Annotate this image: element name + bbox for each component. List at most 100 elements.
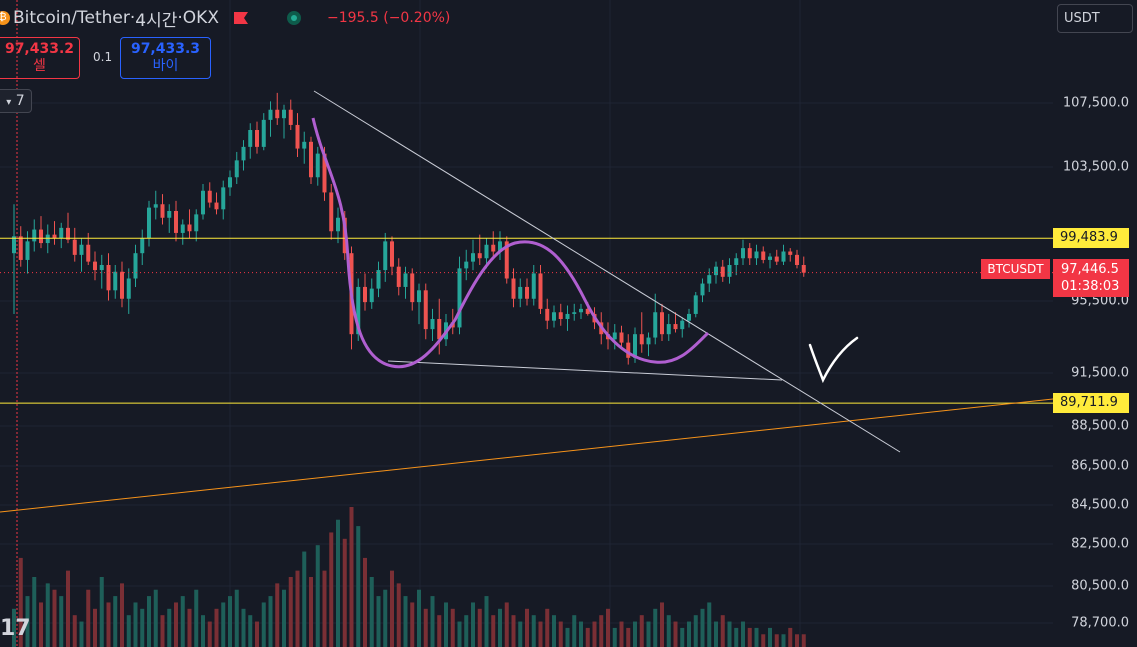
indicator-toggle[interactable]: ▾ 7 xyxy=(0,89,32,113)
exchange-label: OKX xyxy=(182,8,219,28)
candle-body xyxy=(396,266,401,287)
candle-body xyxy=(261,119,266,147)
candle-body xyxy=(52,234,57,238)
volume-bar xyxy=(349,507,354,647)
candle-body xyxy=(558,312,563,319)
candle-body xyxy=(228,177,232,188)
candle-body xyxy=(234,160,239,178)
currency-select[interactable]: USDT xyxy=(1057,4,1133,33)
candle-body xyxy=(565,313,570,319)
volume-bar xyxy=(390,570,394,647)
volume-bar xyxy=(646,621,651,647)
volume-bar xyxy=(282,589,286,647)
volume-bar xyxy=(430,596,435,647)
volume-bar xyxy=(545,608,550,647)
last-price-value: 97,446.5 xyxy=(1061,262,1119,277)
candle-body xyxy=(720,266,725,277)
indicator-count: 7 xyxy=(15,93,25,109)
volume-bar xyxy=(194,589,199,647)
volume-bar xyxy=(52,589,57,647)
currency-value: USDT xyxy=(1064,11,1100,26)
volume-bar xyxy=(39,602,43,647)
volume-bar xyxy=(747,627,752,647)
volume-bars xyxy=(12,507,806,647)
candle-body xyxy=(356,286,361,335)
candle-body xyxy=(639,334,644,345)
price-axis[interactable]: 107,500.0 103,500.0 95,500.0 91,500.0 88,500… xyxy=(1053,0,1137,647)
price-tick-label: 84,500.0 xyxy=(1071,497,1129,513)
volume-bar xyxy=(403,596,408,647)
volume-bar xyxy=(633,621,637,647)
volume-bar xyxy=(221,602,226,647)
candle-body xyxy=(194,214,199,232)
volume-bar xyxy=(160,615,165,647)
price-tick-label: 103,500.0 xyxy=(1062,159,1129,175)
candle-body xyxy=(423,290,428,330)
candle-body xyxy=(153,204,158,208)
volume-bar xyxy=(599,615,604,647)
volume-bar xyxy=(741,621,745,647)
volume-bar xyxy=(585,627,590,647)
volume-bar xyxy=(322,570,327,647)
volume-bar xyxy=(241,608,246,647)
tradingview-logo[interactable]: 17 xyxy=(0,616,31,641)
volume-bar xyxy=(774,634,779,647)
price-change: −195.5 (−0.20%) xyxy=(326,10,451,26)
candle-body xyxy=(646,337,651,345)
buy-button[interactable]: 97,433.3 바이 xyxy=(120,37,211,79)
candle-body xyxy=(12,236,16,254)
volume-bar xyxy=(680,627,685,647)
level-price-label: 99,483.9 xyxy=(1053,228,1129,249)
volume-bar xyxy=(592,621,597,647)
candle-body xyxy=(673,324,678,330)
candle-body xyxy=(477,253,482,259)
volume-bar xyxy=(363,557,367,647)
candle-body xyxy=(626,342,631,358)
candle-body xyxy=(147,207,151,238)
volume-bar xyxy=(477,608,482,647)
candle-body xyxy=(707,275,712,284)
volume-bar xyxy=(396,583,401,647)
check-mark xyxy=(808,336,859,384)
volume-bar xyxy=(66,570,70,647)
volume-bar xyxy=(275,583,280,647)
volume-bar xyxy=(565,627,570,647)
candle-body xyxy=(275,109,280,119)
timeframe-label[interactable]: 4시간 xyxy=(135,10,178,31)
flag-icon[interactable] xyxy=(233,11,249,25)
candle-body xyxy=(214,202,219,210)
volume-bar xyxy=(693,615,698,647)
candle-body xyxy=(59,227,64,238)
volume-bar xyxy=(288,577,293,647)
volume-bar xyxy=(498,608,502,647)
candle-body xyxy=(464,261,469,269)
volume-bar xyxy=(687,621,691,647)
volume-bar xyxy=(531,615,536,647)
volume-bar xyxy=(106,602,111,647)
candle-body xyxy=(93,261,97,271)
volume-bar xyxy=(342,538,347,647)
volume-bar xyxy=(552,615,556,647)
candle-body xyxy=(99,265,104,271)
volume-bar xyxy=(228,596,232,647)
candlestick-chart[interactable] xyxy=(0,0,1053,647)
candle-body xyxy=(72,239,77,255)
chart-area[interactable] xyxy=(0,0,1053,647)
candle-body xyxy=(390,241,394,267)
price-tick-label: 78,700.0 xyxy=(1071,615,1129,631)
candle-body xyxy=(106,265,111,291)
candle-body xyxy=(437,319,442,340)
volume-bar xyxy=(329,532,334,647)
sell-button[interactable]: 97,433.2 셀 xyxy=(0,37,80,79)
spread-value: 0.1 xyxy=(93,50,113,64)
market-status-icon xyxy=(286,11,301,25)
volume-bar xyxy=(72,615,77,647)
candle-body xyxy=(693,295,698,314)
volume-bar xyxy=(376,596,381,647)
candle-body xyxy=(457,268,462,328)
volume-bar xyxy=(268,596,273,647)
volume-bar xyxy=(25,596,30,647)
volume-bar xyxy=(248,615,253,647)
symbol-pair[interactable]: Bitcoin/Tether xyxy=(13,8,130,28)
candle-body xyxy=(302,141,307,149)
